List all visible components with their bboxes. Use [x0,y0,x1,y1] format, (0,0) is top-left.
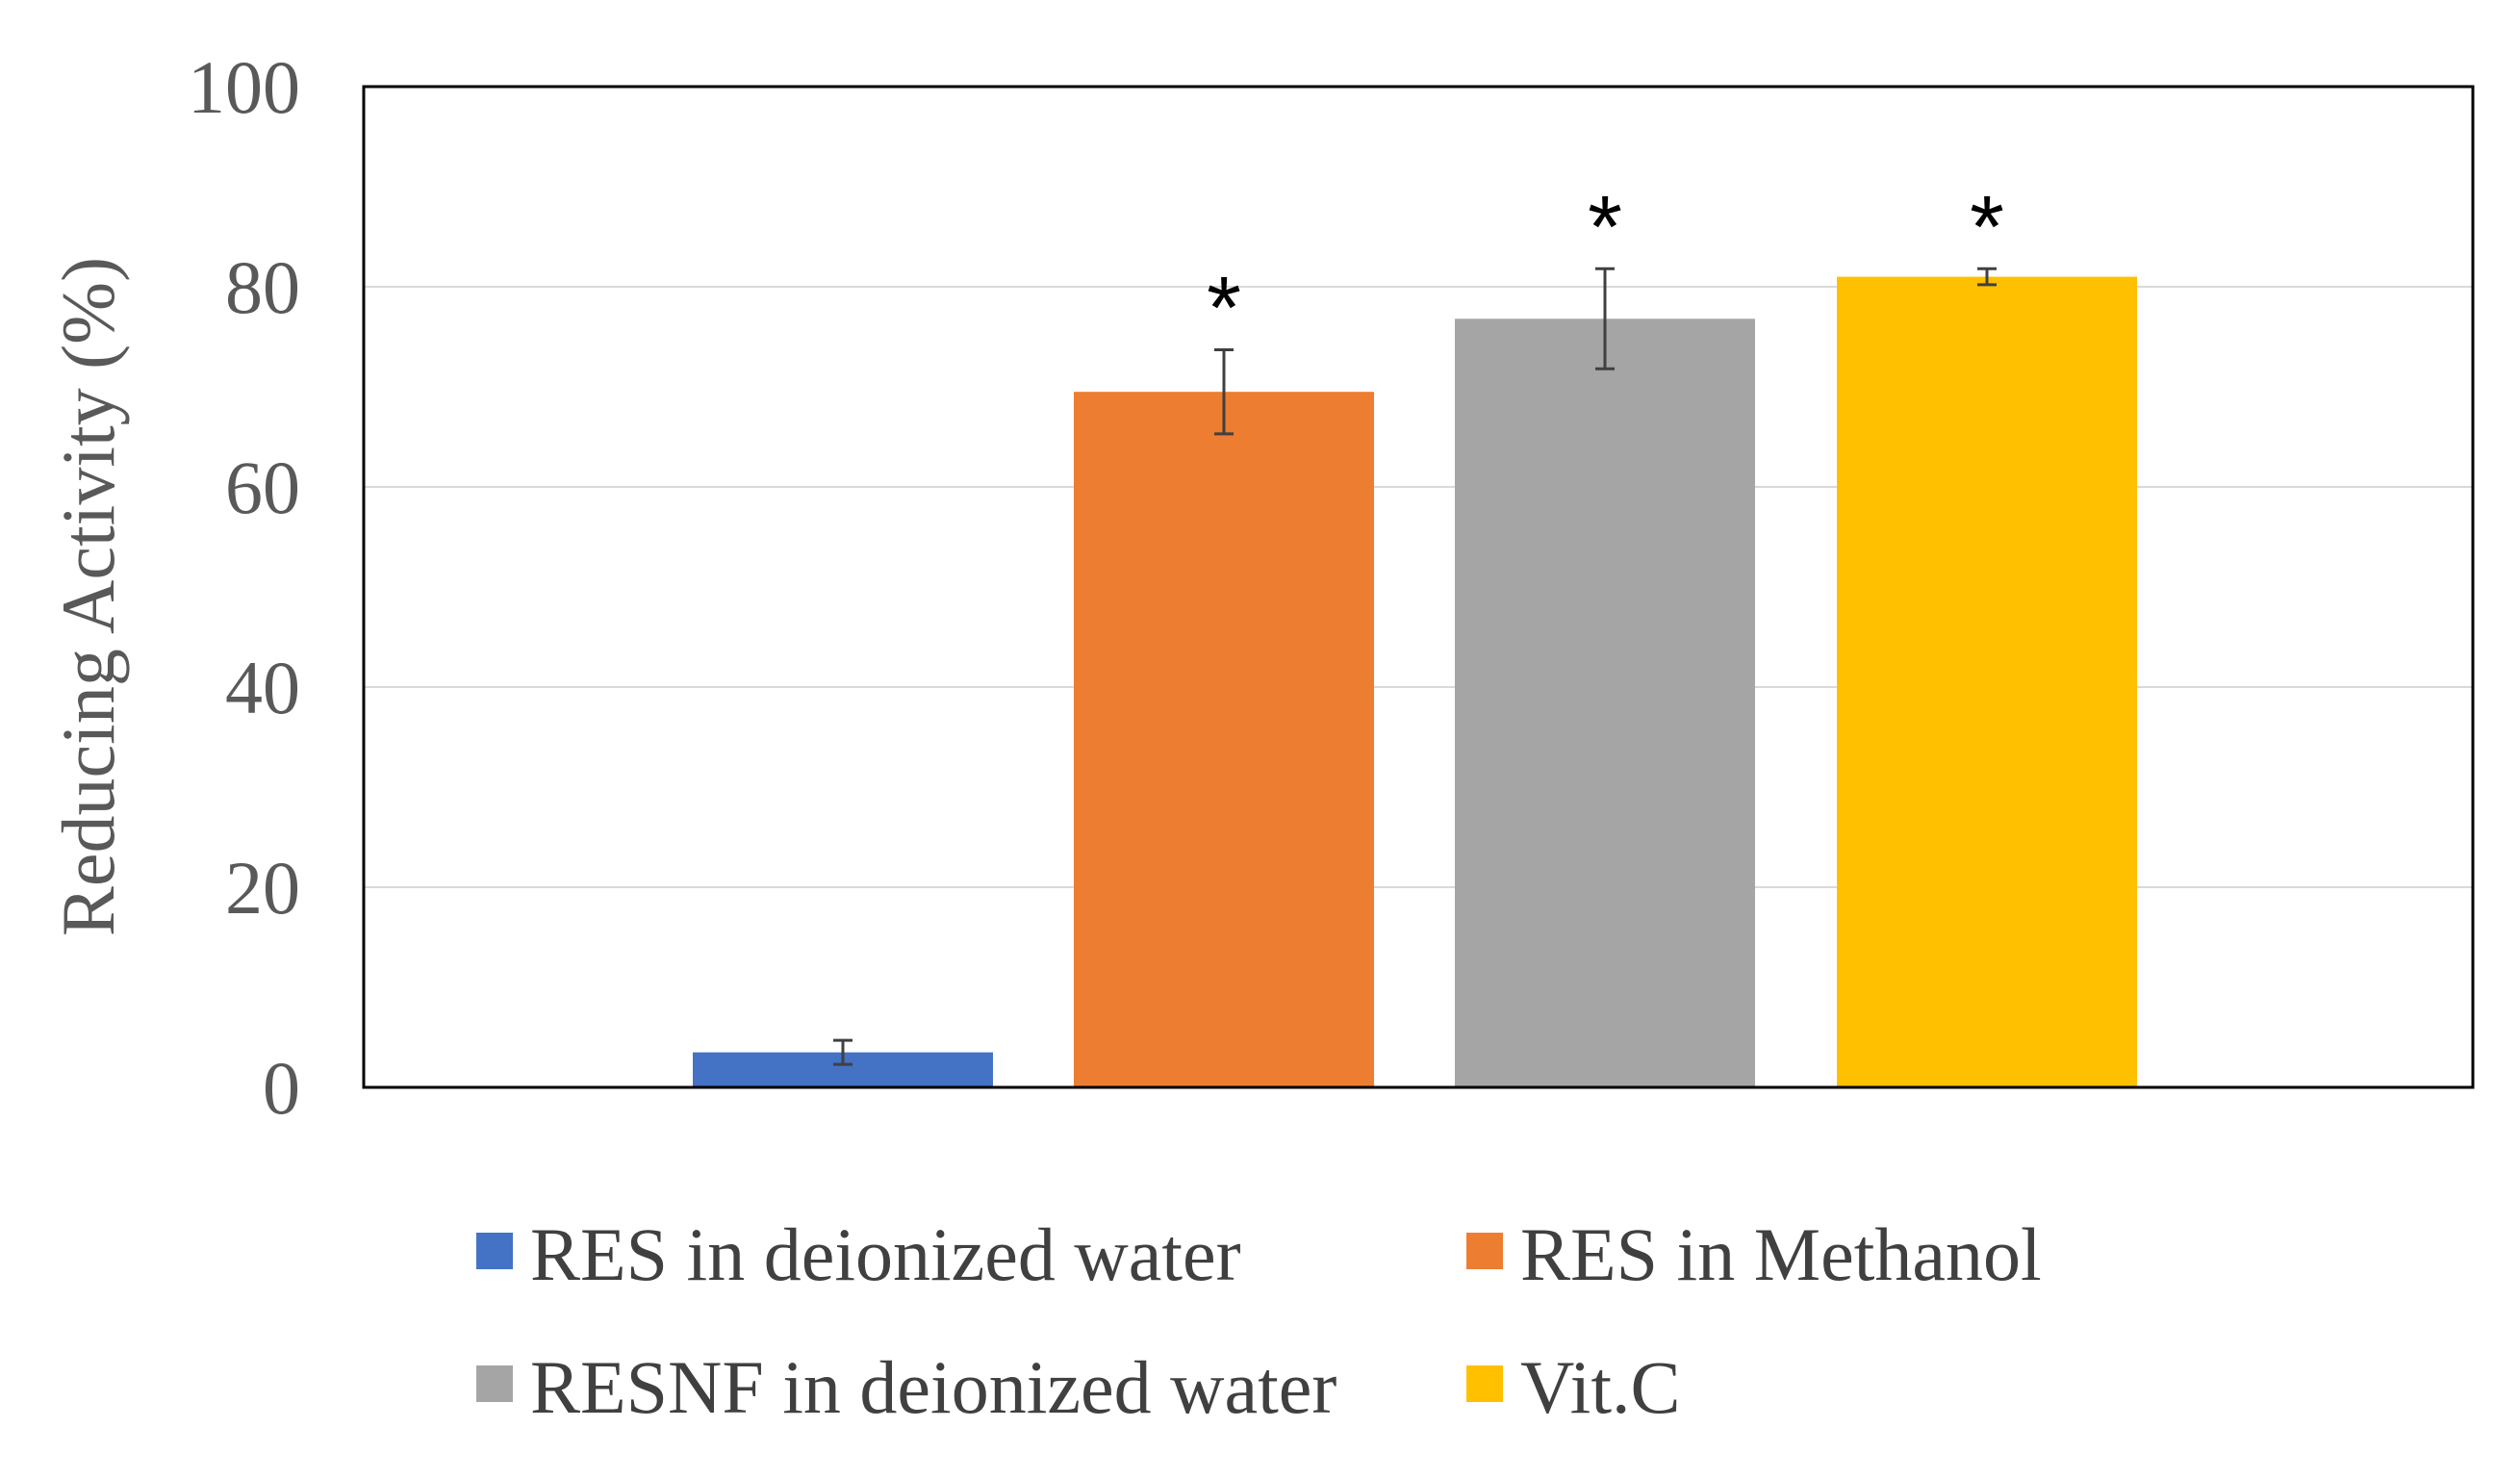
legend-label: RES in Methanol [1520,1212,2042,1296]
significance-markers: * * * [1207,178,2004,357]
legend-item: RES in deionized water [476,1212,1241,1296]
significance-asterisk: * [1970,178,2004,276]
legend-item: Vit.C [1466,1345,1681,1429]
legend-label: RESNF in deionized water [530,1345,1336,1429]
bar-3 [1455,319,1755,1087]
legend-swatch [476,1365,513,1402]
y-tick-label: 20 [225,846,300,930]
y-tick-label: 60 [225,446,300,529]
legend-swatch [476,1233,513,1269]
bars [693,276,2137,1088]
legend-swatch [1466,1233,1503,1269]
y-tick-label: 80 [225,245,300,329]
error-bar-1 [833,1038,853,1066]
y-axis-title: Reducing Activity (%) [46,257,130,936]
error-bar-2 [1214,348,1234,436]
error-bar-4 [1977,267,1997,287]
error-bars [833,267,1997,1066]
y-tick-label: 40 [225,646,300,729]
legend-label: Vit.C [1520,1345,1681,1429]
gridlines [364,286,2473,888]
legend-swatch [1466,1365,1503,1402]
significance-asterisk: * [1207,260,1241,358]
y-tick-label: 100 [188,45,300,129]
legend-item: RESNF in deionized water [476,1345,1336,1429]
y-axis-tick-labels: 0 20 40 60 80 100 [188,45,300,1130]
legend-item: RES in Methanol [1466,1212,2042,1296]
legend-label: RES in deionized water [530,1212,1241,1296]
legend: RES in deionized water RES in Methanol RES… [476,1212,2042,1429]
error-bar-3 [1595,267,1615,370]
significance-asterisk: * [1588,178,1622,276]
plot-area-frame [362,85,2475,1089]
bar-4 [1837,276,2137,1088]
bar-2 [1074,392,1374,1087]
y-tick-label: 0 [263,1046,300,1130]
